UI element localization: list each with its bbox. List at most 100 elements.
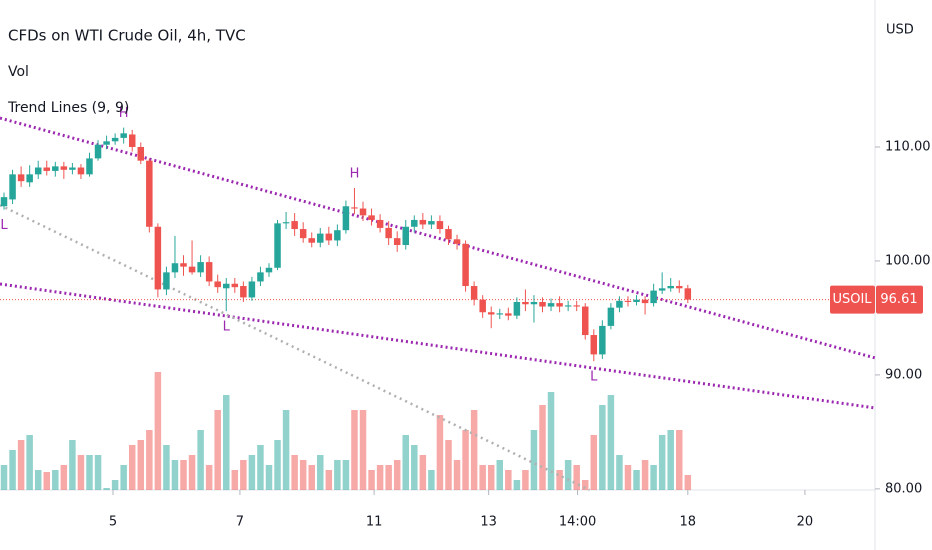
candle-body — [163, 272, 170, 290]
volume-bar — [334, 460, 341, 490]
volume-bar — [180, 460, 187, 490]
candle-body — [188, 266, 196, 273]
volume-bar — [94, 455, 102, 490]
volume-bar — [633, 470, 640, 490]
volume-bar — [658, 435, 666, 490]
candle-body — [180, 263, 187, 267]
volume-bar — [453, 460, 461, 490]
trend-line — [0, 203, 591, 492]
volume-bar — [197, 430, 204, 490]
volume-bar — [667, 430, 674, 490]
candle-body — [282, 222, 290, 224]
volume-bar — [547, 392, 555, 490]
volume-bar — [128, 445, 136, 490]
candle-body — [103, 141, 110, 145]
candle-body — [43, 167, 51, 171]
volume-bar — [120, 465, 127, 490]
candle-body — [684, 288, 692, 300]
candle-body — [419, 219, 427, 225]
indicator-label: Trend Lines (9, 9) — [7, 100, 129, 116]
volume-bar — [573, 465, 580, 490]
candle-body — [496, 313, 504, 315]
x-tick-label: 18 — [680, 515, 697, 530]
volume-bar — [86, 455, 93, 490]
volume-bar — [505, 470, 512, 490]
candle-body — [641, 299, 649, 304]
volume-bar — [419, 455, 427, 490]
candle-body — [257, 272, 264, 282]
volume-bar — [317, 455, 324, 490]
x-tick-label: 7 — [236, 515, 244, 530]
candle-body — [351, 207, 358, 209]
candle-body — [137, 147, 145, 161]
volume-bar — [342, 460, 350, 490]
candle-body — [513, 301, 521, 316]
candle-body — [52, 166, 59, 171]
volume-bar — [299, 460, 307, 490]
volume-bar — [479, 465, 486, 490]
volume-bar — [163, 445, 170, 490]
y-tick-label: 110.00 — [885, 140, 931, 155]
candle-body — [231, 283, 239, 288]
candle-body — [479, 299, 486, 313]
candle-body — [547, 303, 555, 307]
volume-bar — [265, 465, 273, 490]
indicator-label: Vol — [8, 64, 29, 80]
volume-bar — [487, 465, 495, 490]
y-tick-label: 90.00 — [885, 367, 922, 382]
candle-body — [624, 300, 632, 302]
volume-bar — [240, 460, 247, 490]
volume-bar — [154, 372, 162, 490]
candle-body — [453, 239, 461, 244]
volume-bar — [34, 470, 42, 490]
candle-body — [154, 226, 162, 290]
trend-line — [0, 282, 876, 410]
volume-bar — [308, 465, 315, 490]
volume-bar — [376, 465, 384, 490]
candle-body — [265, 267, 273, 273]
candle-body — [77, 167, 85, 175]
volume-bar — [26, 435, 33, 490]
volume-bar — [428, 470, 435, 490]
volume-bar — [607, 395, 615, 490]
candle-body — [128, 134, 136, 147]
volume-bar — [411, 445, 418, 490]
volume-bar — [205, 465, 213, 490]
candle-body — [616, 300, 623, 308]
candle-body — [658, 288, 666, 291]
volume-bar — [522, 470, 529, 490]
volume-bar — [248, 455, 256, 490]
volume-bar — [103, 488, 110, 490]
candle-body — [69, 167, 76, 170]
volume-bar — [530, 430, 538, 490]
volume-bar — [539, 405, 546, 490]
candle-body — [308, 238, 315, 243]
volume-bar — [17, 440, 25, 490]
volume-bar — [436, 415, 444, 490]
candle-body — [334, 230, 341, 241]
pivot-label: L — [590, 370, 598, 385]
candle-body — [60, 166, 68, 170]
candle-body — [248, 281, 256, 298]
candle-body — [26, 174, 33, 183]
currency-label: USD — [886, 23, 914, 38]
volume-bar — [69, 440, 76, 490]
volume-bar — [171, 460, 179, 490]
candle-body — [325, 233, 333, 241]
volume-bar — [325, 470, 333, 490]
candle-body — [317, 233, 324, 243]
x-tick-label: 20 — [797, 515, 814, 530]
candle-body — [146, 160, 153, 227]
candle-body — [487, 312, 495, 315]
candle-body — [94, 144, 102, 159]
candle-body — [111, 137, 119, 142]
x-tick-label: 13 — [480, 515, 497, 530]
volume-bar — [257, 445, 264, 490]
candle-body — [223, 283, 230, 289]
chart-title: CFDs on WTI Crude Oil, 4h, TVC — [8, 27, 246, 45]
pivot-label: H — [119, 106, 129, 121]
candle-body — [650, 290, 657, 304]
trend-line — [0, 116, 876, 360]
volume-bar — [359, 410, 367, 490]
candle-body — [342, 206, 350, 231]
